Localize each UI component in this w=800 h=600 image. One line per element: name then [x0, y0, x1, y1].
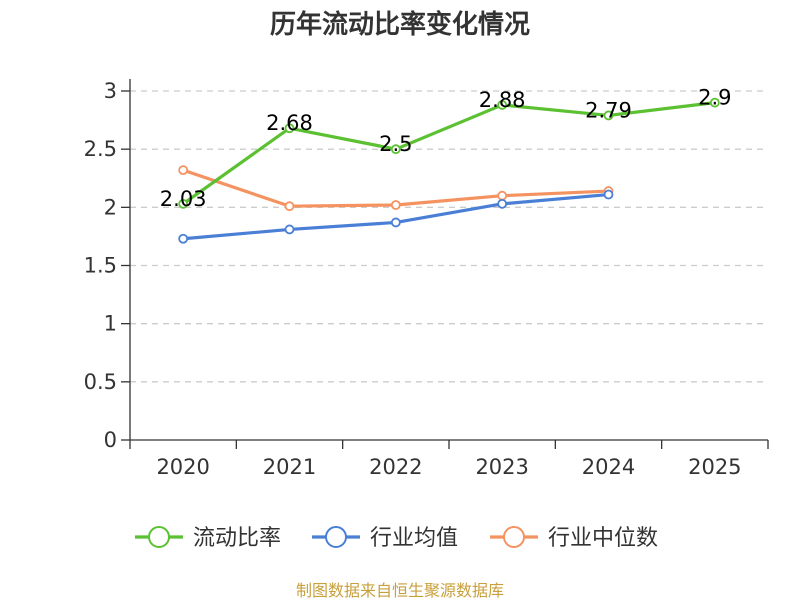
y-tick-label: 2 — [104, 195, 117, 219]
axes: 0 0.5 1 1.5 2 2.5 3 2020 2021 2022 2023 2024 2025 — [84, 79, 769, 479]
legend-label: 行业均值 — [370, 526, 458, 551]
x-tick-label: 2023 — [475, 455, 528, 479]
grid — [130, 90, 768, 383]
x-tick-label: 2024 — [582, 455, 635, 479]
y-tick-label: 0.5 — [84, 370, 117, 394]
x-tick-label: 2020 — [156, 455, 209, 479]
legend-marker — [325, 526, 347, 548]
legend-label: 流动比率 — [193, 526, 281, 551]
data-point — [497, 100, 508, 110]
chart-title: 历年流动比率变化情况 — [270, 9, 530, 40]
data-label: 2.03 — [160, 187, 207, 211]
x-tick-label: 2025 — [688, 455, 741, 479]
legend: 流动比率 行业均值 行业中位数 — [135, 526, 658, 551]
y-tick-label: 0 — [104, 428, 117, 452]
legend-marker — [503, 526, 525, 548]
data-label: 2.88 — [479, 88, 526, 112]
data-point — [390, 144, 401, 155]
data-point — [603, 189, 614, 200]
y-tick-label: 3 — [104, 79, 117, 103]
data-label: 2.79 — [585, 98, 632, 122]
data-point — [178, 233, 189, 244]
data-point — [284, 224, 295, 235]
data-label: 2.68 — [266, 111, 313, 135]
x-tick-label: 2021 — [263, 455, 316, 479]
legend-marker — [148, 526, 170, 548]
series-line — [182, 101, 716, 206]
data-point — [390, 200, 401, 210]
data-point — [284, 123, 295, 134]
y-tick-label: 2.5 — [84, 137, 117, 161]
data-label: 2.9 — [698, 86, 731, 110]
data-label: 2.5 — [379, 132, 412, 156]
data-point — [497, 198, 508, 209]
data-point — [284, 201, 295, 212]
data-point — [178, 165, 189, 176]
data-point — [497, 190, 508, 201]
legend-label: 行业中位数 — [548, 526, 658, 551]
footer-source: 制图数据来自恒生聚源数据库 — [296, 581, 504, 600]
series: 2.03 2.68 2.5 2.88 2.79 2.9 — [160, 86, 732, 244]
data-point — [709, 97, 720, 108]
data-point — [390, 217, 401, 228]
y-tick-label: 1 — [104, 312, 117, 336]
data-point — [603, 110, 614, 121]
data-point — [178, 198, 189, 209]
y-tick-label: 1.5 — [84, 254, 117, 278]
x-tick-label: 2022 — [369, 455, 422, 479]
